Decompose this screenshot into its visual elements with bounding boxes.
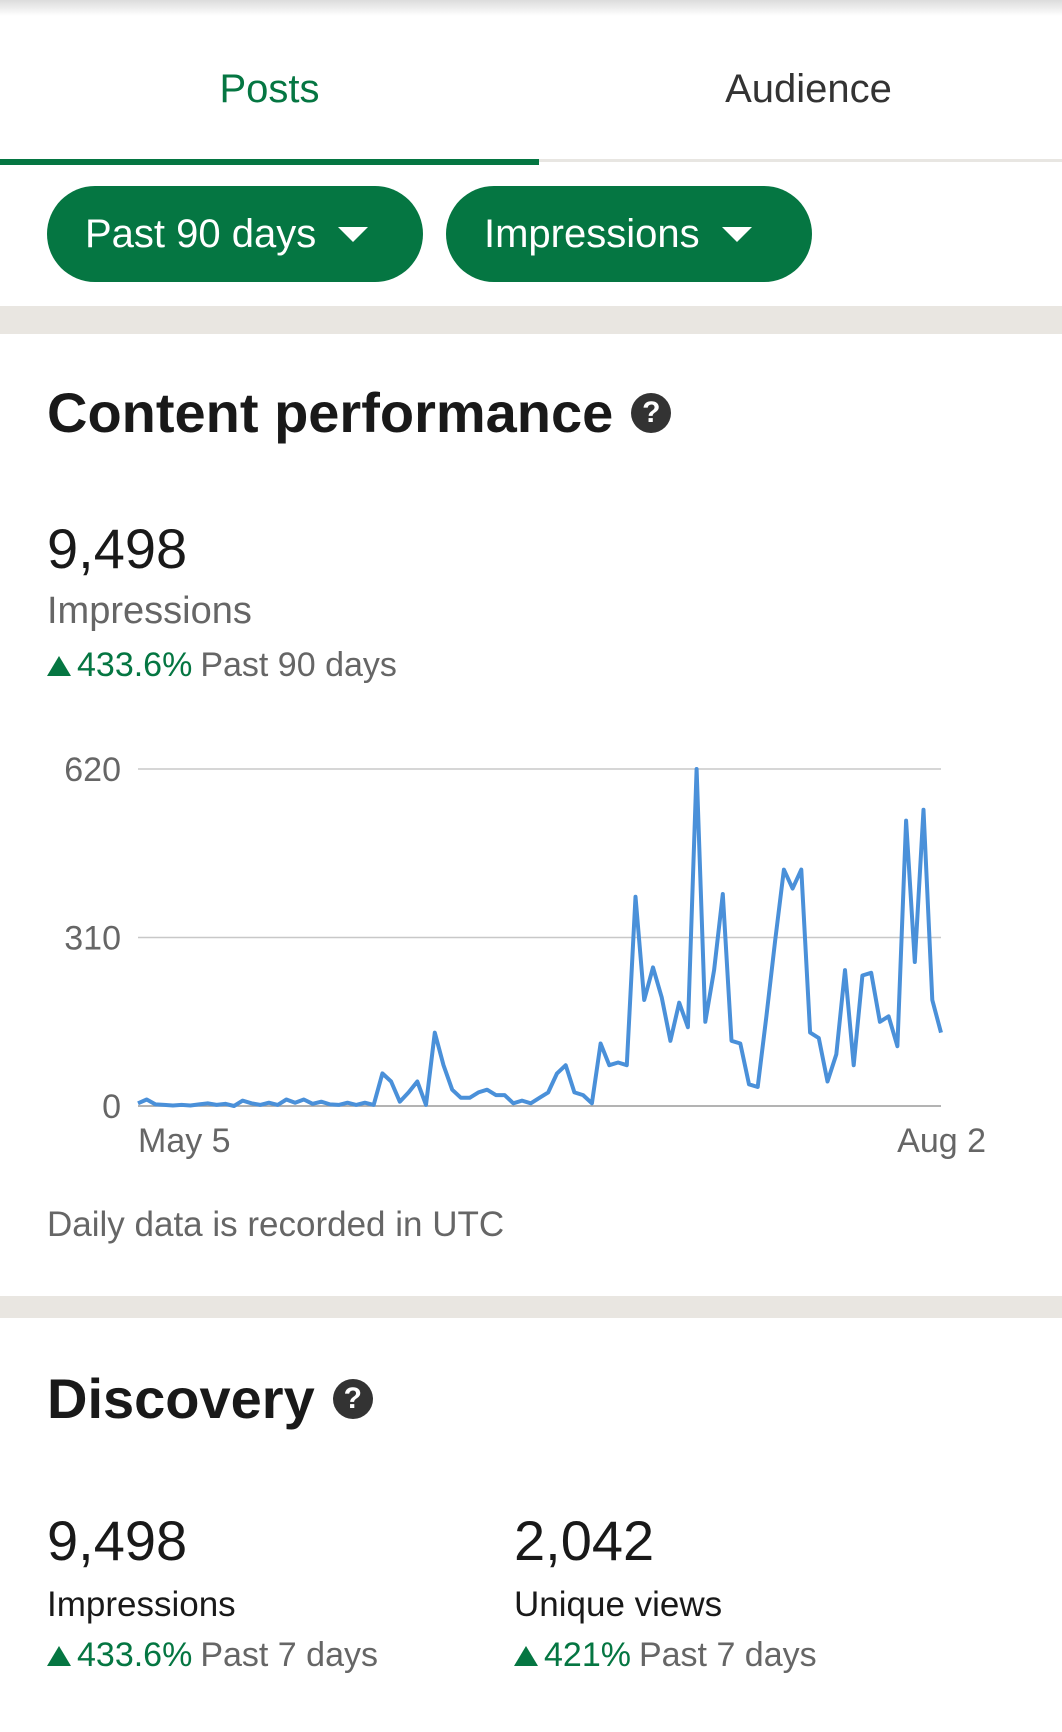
change-period: Past 7 days — [638, 1636, 817, 1674]
triangle-up-icon — [514, 1645, 538, 1666]
top-shadow — [0, 0, 1062, 16]
y-tick-label: 310 — [64, 920, 121, 958]
metric-dropdown-label: Impressions — [484, 211, 700, 256]
impressions-series-line — [137, 767, 943, 1108]
impressions-chart: 0 310 620 May 5 Aug 2 — [0, 740, 1062, 1170]
help-circle-icon[interactable]: ? — [631, 392, 672, 433]
impressions-label: Impressions — [47, 590, 252, 632]
change-percent: 433.6% — [77, 1636, 193, 1674]
discovery-unique-views-label: Unique views — [514, 1585, 723, 1624]
x-tick-label: Aug 2 — [897, 1122, 986, 1160]
tab-bar: Posts Audience — [0, 16, 1062, 165]
section-title-text: Content performance — [47, 381, 614, 444]
period-dropdown[interactable]: Past 90 days — [47, 186, 423, 282]
chart-svg: 0 310 620 May 5 Aug 2 — [64, 751, 986, 1160]
change-period: Past 90 days — [200, 646, 397, 684]
change-period: Past 7 days — [200, 1636, 378, 1674]
discovery-impressions-value: 9,498 — [47, 1509, 188, 1572]
section-divider — [0, 1296, 1062, 1318]
y-tick-label: 0 — [102, 1088, 121, 1126]
section-title-text: Discovery — [47, 1367, 315, 1430]
x-tick-label: May 5 — [138, 1122, 231, 1160]
triangle-up-icon — [47, 655, 71, 676]
discovery-impressions-label: Impressions — [47, 1585, 236, 1624]
discovery-impressions-change: 433.6% Past 7 days — [47, 1636, 378, 1675]
discovery-unique-views-value: 2,042 — [514, 1509, 655, 1572]
utc-note: Daily data is recorded in UTC — [47, 1205, 505, 1244]
discovery-title: Discovery ? — [47, 1366, 373, 1431]
y-tick-label: 620 — [64, 751, 121, 789]
caret-down-icon — [721, 226, 752, 242]
content-performance-title: Content performance ? — [47, 380, 672, 445]
period-dropdown-label: Past 90 days — [85, 211, 317, 256]
tab-posts[interactable]: Posts — [0, 16, 539, 165]
caret-down-icon — [338, 226, 369, 242]
filter-bar: Past 90 days Impressions — [0, 162, 1062, 306]
change-percent: 433.6% — [77, 646, 193, 684]
change-percent: 421% — [544, 1636, 631, 1674]
triangle-up-icon — [47, 1645, 71, 1666]
discovery-unique-views-change: 421% Past 7 days — [514, 1636, 817, 1675]
impressions-change: 433.6% Past 90 days — [47, 646, 397, 685]
tab-audience[interactable]: Audience — [725, 66, 892, 111]
section-divider — [0, 306, 1062, 334]
impressions-total: 9,498 — [47, 517, 188, 580]
metric-dropdown[interactable]: Impressions — [446, 186, 812, 282]
help-circle-icon[interactable]: ? — [332, 1378, 373, 1419]
